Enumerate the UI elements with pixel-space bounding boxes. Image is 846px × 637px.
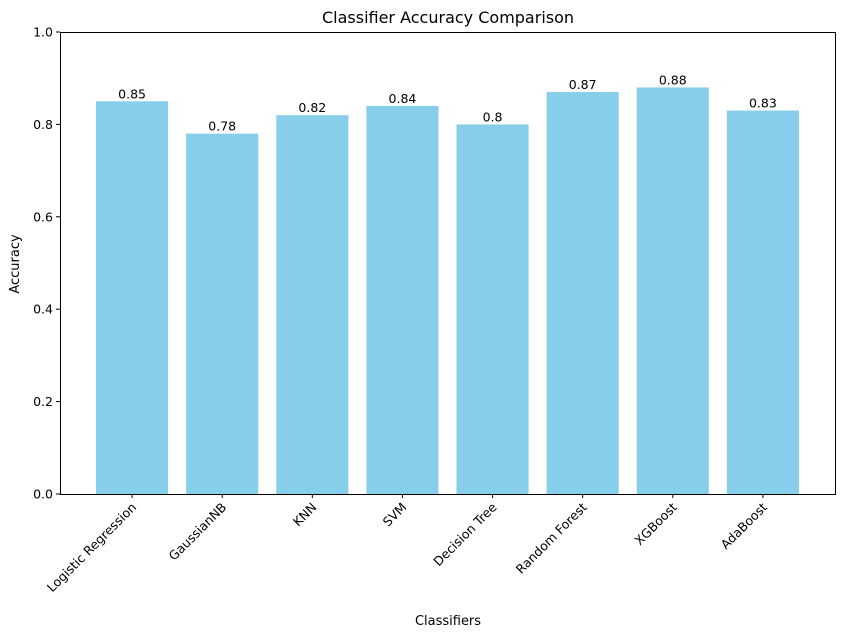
- bar: [636, 87, 709, 494]
- data-label: 0.84: [389, 91, 417, 106]
- y-tick-label: 0.4: [33, 302, 53, 317]
- bar: [366, 105, 439, 495]
- bar: [456, 124, 529, 495]
- x-tick-label: KNN: [290, 500, 320, 530]
- bar: [276, 115, 349, 494]
- data-label: 0.88: [659, 72, 687, 87]
- y-tick-label: 0.8: [33, 117, 53, 132]
- data-label: 0.85: [118, 86, 146, 101]
- bar: [546, 92, 619, 494]
- x-tick-label: XGBoost: [631, 499, 680, 548]
- x-tick-label: SVM: [380, 500, 410, 530]
- data-labels-group: 0.85 0.78 0.82 0.84 0.8 0.87 0.88 0.83: [118, 72, 777, 133]
- y-axis: 0.0 0.2 0.4 0.6 0.8 1.0: [33, 25, 60, 502]
- x-axis: Logistic Regression GaussianNB KNN SVM Decis…: [44, 494, 770, 595]
- plot-frame: [60, 32, 836, 495]
- x-axis-label: Classifiers: [415, 614, 481, 629]
- bar: [96, 101, 169, 495]
- bar: [186, 133, 259, 494]
- data-label: 0.8: [483, 109, 503, 124]
- y-tick-label: 0.2: [33, 394, 53, 409]
- data-label: 0.87: [569, 77, 597, 92]
- x-tick-label: Logistic Regression: [44, 500, 139, 595]
- data-label: 0.83: [749, 96, 777, 111]
- x-tick-label: AdaBoost: [718, 499, 771, 552]
- y-axis-label: Accuracy: [8, 234, 23, 294]
- y-tick-label: 1.0: [33, 25, 53, 40]
- x-tick-label: GaussianNB: [165, 500, 229, 564]
- bars-group: [96, 87, 799, 495]
- data-label: 0.78: [208, 119, 236, 134]
- data-label: 0.82: [298, 100, 326, 115]
- bar: [726, 110, 799, 494]
- y-tick-label: 0.0: [33, 487, 53, 502]
- x-tick-label: Random Forest: [513, 499, 590, 576]
- x-tick-label: Decision Tree: [430, 499, 500, 569]
- y-tick-label: 0.6: [33, 209, 53, 224]
- chart-title: Classifier Accuracy Comparison: [322, 8, 574, 27]
